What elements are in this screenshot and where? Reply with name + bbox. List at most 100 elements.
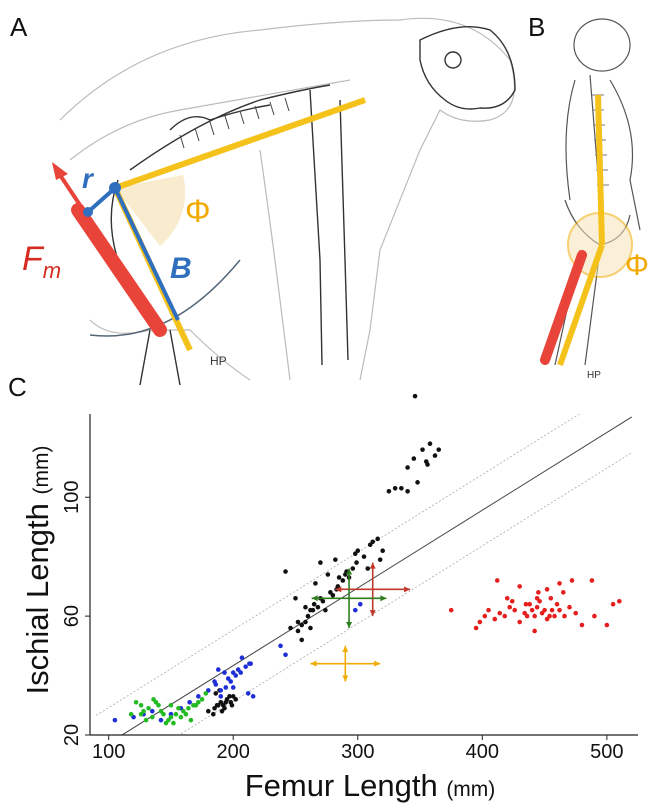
data-point-black <box>227 694 232 699</box>
data-point-red <box>532 628 537 634</box>
error-arrow-right <box>374 660 381 667</box>
data-point-black <box>365 566 371 571</box>
data-point-black <box>310 607 316 613</box>
data-point-black <box>214 702 220 708</box>
vertebrae <box>179 97 290 149</box>
error-arrow-up <box>369 562 376 569</box>
lever-r-line <box>86 186 117 214</box>
human-skull <box>573 18 631 72</box>
data-point-red <box>497 610 503 616</box>
y-axis-title: Ischial Length (mm) <box>20 446 55 695</box>
data-point-blue <box>222 670 227 675</box>
data-point-green <box>203 691 209 696</box>
data-point-black <box>213 691 219 696</box>
data-point-blue <box>278 643 283 649</box>
x-tick-label: 200 <box>217 741 250 763</box>
data-point-red <box>504 595 510 601</box>
y-tick-label: 100 <box>61 481 83 514</box>
error-arrow-up <box>346 568 353 575</box>
data-point-black <box>425 462 430 467</box>
hamstring-muscle <box>71 203 167 337</box>
data-point-blue <box>218 694 224 699</box>
data-point-black <box>405 488 410 494</box>
y-tick-label: 60 <box>61 605 83 627</box>
spine-line <box>114 97 366 191</box>
data-point-black <box>386 488 392 494</box>
data-point-red <box>512 607 517 613</box>
data-point-blue <box>250 694 256 699</box>
data-point-red <box>477 619 483 625</box>
data-point-blue <box>357 601 363 607</box>
data-point-black <box>399 486 404 491</box>
data-point-blue <box>239 655 245 661</box>
angle-label-b: Φ <box>625 249 649 282</box>
data-point-black <box>336 575 342 580</box>
error-arrow-down <box>346 622 353 628</box>
data-point-red <box>542 607 547 613</box>
data-point-red <box>517 619 522 625</box>
error-arrow-left <box>310 660 317 667</box>
data-point-green <box>168 714 174 720</box>
data-point-green <box>199 697 205 702</box>
data-point-red <box>523 601 529 607</box>
data-point-blue <box>247 661 252 666</box>
data-point-blue <box>352 607 358 613</box>
data-point-black <box>303 604 308 610</box>
data-point-black <box>392 486 398 491</box>
data-point-green <box>173 711 179 717</box>
data-point-red <box>534 604 540 610</box>
lever-b-line <box>113 187 180 321</box>
data-point-green <box>138 702 144 708</box>
data-point-black <box>350 566 356 571</box>
data-point-red <box>592 613 597 619</box>
data-point-black <box>283 569 288 574</box>
lower-band-line <box>178 452 632 735</box>
data-point-green <box>146 705 151 711</box>
rotation-arc <box>89 259 241 337</box>
panel-label-b: B <box>528 12 546 42</box>
error-arrow-left <box>311 595 318 602</box>
data-point-red <box>532 613 537 619</box>
data-point-blue <box>218 688 224 693</box>
data-point-green <box>133 700 139 705</box>
data-point-red <box>536 590 541 595</box>
data-point-blue <box>225 676 231 681</box>
data-point-red <box>589 578 595 583</box>
data-point-blue <box>243 664 248 669</box>
data-point-red <box>547 613 552 619</box>
data-point-blue <box>187 700 192 705</box>
data-point-black <box>330 593 336 598</box>
data-point-black <box>293 595 298 601</box>
data-point-black <box>405 465 410 470</box>
x-axis-title: Femur Length (mm) <box>245 768 496 803</box>
data-point-black <box>352 551 358 556</box>
data-point-black <box>370 539 376 545</box>
data-point-red <box>579 622 585 628</box>
data-point-black <box>223 700 229 705</box>
data-point-red <box>502 613 508 619</box>
data-point-red <box>569 578 575 583</box>
y-tick-label: 20 <box>61 724 83 746</box>
data-point-black <box>219 708 225 714</box>
x-tick-label: 100 <box>92 741 125 763</box>
data-point-red <box>509 598 515 604</box>
data-point-green <box>168 702 174 708</box>
error-arrow-up <box>342 645 349 652</box>
data-point-black <box>299 637 305 643</box>
panel-label-c: C <box>8 372 27 402</box>
data-point-black <box>340 578 346 583</box>
primate-body-outline <box>59 17 516 381</box>
force-label: Fm <box>22 240 61 283</box>
data-point-red <box>557 607 562 613</box>
data-point-red <box>524 613 530 619</box>
data-point-black <box>311 601 317 607</box>
x-tick-label: 300 <box>341 741 374 763</box>
data-point-red <box>552 613 557 619</box>
data-point-red <box>544 587 550 592</box>
data-point-blue <box>235 667 241 672</box>
error-bar-1 <box>311 568 387 628</box>
chart-points <box>112 393 622 726</box>
data-point-black <box>380 548 385 554</box>
data-point-green <box>193 702 199 708</box>
data-point-green <box>178 714 184 720</box>
